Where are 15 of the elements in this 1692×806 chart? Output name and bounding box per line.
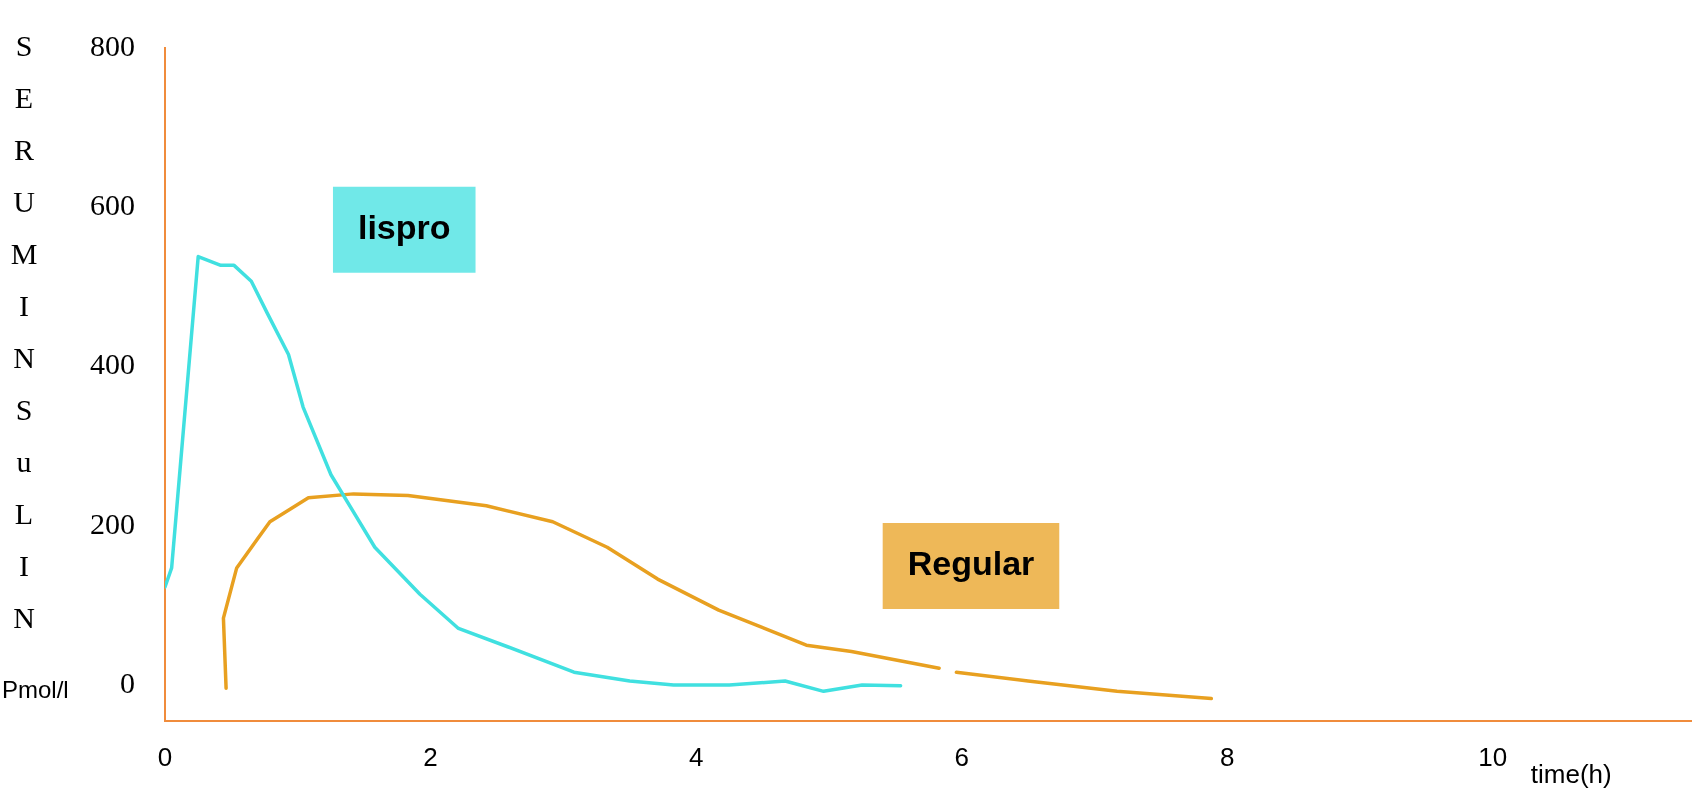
text: Regular bbox=[907, 544, 1035, 583]
text: lispro bbox=[357, 208, 451, 247]
x-tick-label: 0 bbox=[157, 741, 173, 772]
x-tick-label: 8 bbox=[1220, 741, 1235, 772]
y-tick-label: 200 bbox=[90, 506, 135, 540]
x-tick-label: 4 bbox=[688, 741, 704, 772]
y-tick-label: 800 bbox=[90, 28, 135, 62]
text: SERUM INSuLIN Pmol/l bbox=[2, 28, 69, 703]
x-tick-label: 2 bbox=[423, 741, 438, 772]
y-tick-label: 600 bbox=[90, 188, 135, 222]
y-tick-label: 0 bbox=[120, 665, 135, 699]
y-tick-label: 400 bbox=[90, 347, 135, 381]
x-axis-title: time(h) bbox=[1530, 759, 1612, 790]
x-tick-label: 6 bbox=[954, 741, 969, 772]
x-tick-label: 10 bbox=[1478, 741, 1508, 772]
